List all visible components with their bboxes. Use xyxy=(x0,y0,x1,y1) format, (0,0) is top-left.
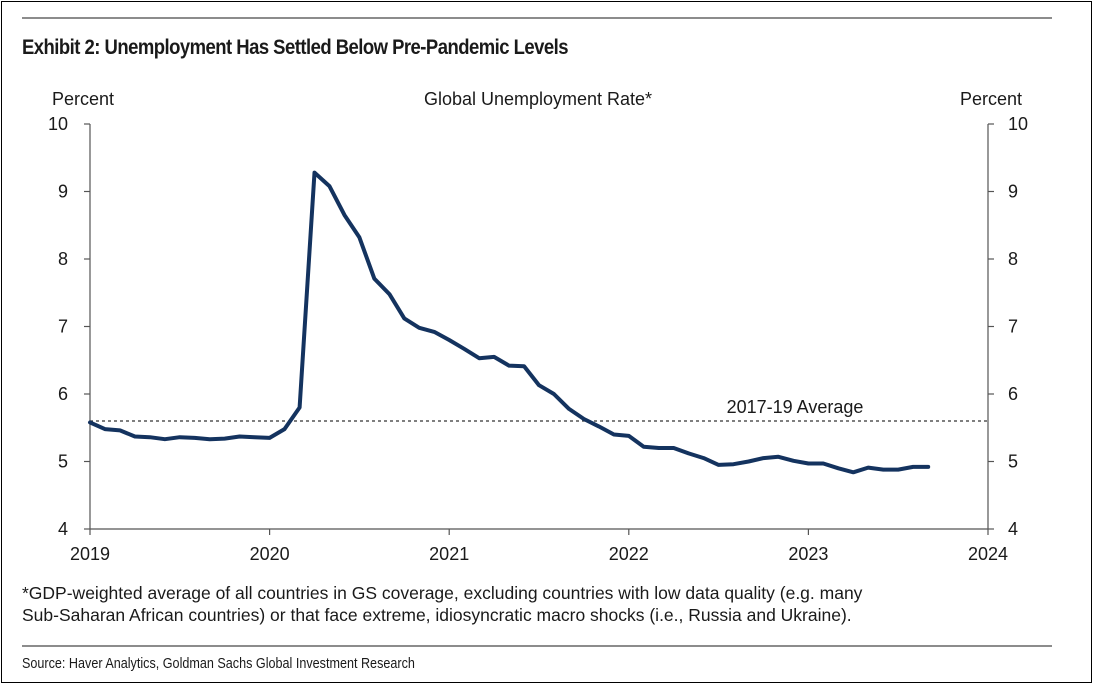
y-axis-label-right: Percent xyxy=(960,89,1022,109)
data-point-20 xyxy=(387,292,391,296)
data-point-13 xyxy=(282,427,287,431)
data-point-12 xyxy=(268,436,272,440)
data-point-11 xyxy=(253,435,257,439)
y-tick-label-left-6: 6 xyxy=(58,384,68,404)
data-point-28 xyxy=(507,364,511,368)
y-tick-label-right-4: 4 xyxy=(1008,519,1018,539)
data-point-50 xyxy=(836,466,841,470)
data-point-25 xyxy=(462,347,466,351)
data-point-19 xyxy=(372,277,376,281)
y-tick-label-left-9: 9 xyxy=(58,182,68,202)
bottom-rule xyxy=(22,645,1052,647)
reference-line-group: 2017-19 Average xyxy=(90,397,988,422)
data-point-54 xyxy=(896,468,900,472)
data-point-40 xyxy=(687,451,691,455)
data-point-17 xyxy=(342,213,347,217)
y-tick-label-right-9: 9 xyxy=(1008,182,1018,202)
y-tick-label-right-6: 6 xyxy=(1008,384,1018,404)
data-point-6 xyxy=(178,435,182,439)
y-tick-label-left-10: 10 xyxy=(48,114,68,134)
x-tick-label-2022: 2022 xyxy=(609,544,649,564)
data-point-24 xyxy=(447,338,451,342)
y-tick-label-left-8: 8 xyxy=(58,249,68,269)
data-point-33 xyxy=(582,417,586,421)
footnote-line-1: *GDP-weighted average of all countries i… xyxy=(22,583,863,603)
data-point-1 xyxy=(103,427,107,431)
x-tick-label-2019: 2019 xyxy=(70,544,110,564)
data-point-32 xyxy=(567,407,571,411)
data-point-38 xyxy=(657,446,661,450)
data-point-48 xyxy=(806,461,811,466)
data-point-23 xyxy=(432,330,436,334)
data-point-39 xyxy=(672,446,676,450)
y-tick-label-left-4: 4 xyxy=(58,519,68,539)
series-points xyxy=(88,171,930,474)
data-point-16 xyxy=(327,184,331,188)
data-point-0 xyxy=(88,420,92,424)
x-tick-label-2021: 2021 xyxy=(429,544,469,564)
line-chart: Percent Global Unemployment Rate* Percen… xyxy=(48,89,1028,564)
y-tick-label-right-10: 10 xyxy=(1008,114,1028,134)
y-tick-label-right-8: 8 xyxy=(1008,249,1018,269)
x-tick-label-2020: 2020 xyxy=(250,544,290,564)
x-tick-label-2023: 2023 xyxy=(788,544,828,564)
data-point-34 xyxy=(597,424,601,428)
y-tick-label-right-7: 7 xyxy=(1008,317,1018,337)
x-tick-label-2024: 2024 xyxy=(968,544,1008,564)
data-point-37 xyxy=(642,445,646,449)
data-point-47 xyxy=(791,459,796,463)
data-point-55 xyxy=(911,465,915,469)
data-point-3 xyxy=(133,434,137,439)
y-axis-label-left: Percent xyxy=(52,89,114,109)
axis-ticks: 4 4 5 5 6 6 7 7 8 8 9 9 10 10 2019 2020 2021 2022 2023 2024 xyxy=(48,114,1028,564)
data-point-31 xyxy=(552,392,556,396)
exhibit-title: Exhibit 2: Unemployment Has Settled Belo… xyxy=(22,36,568,59)
data-point-10 xyxy=(238,434,242,439)
data-point-46 xyxy=(776,455,781,459)
y-tick-label-right-5: 5 xyxy=(1008,452,1018,472)
reference-line-label: 2017-19 Average xyxy=(727,397,864,417)
data-point-26 xyxy=(477,356,481,360)
y-tick-label-left-7: 7 xyxy=(58,317,68,337)
data-point-30 xyxy=(537,383,541,387)
data-point-42 xyxy=(717,463,721,467)
data-point-7 xyxy=(193,436,197,440)
data-point-29 xyxy=(522,364,526,368)
data-point-8 xyxy=(208,437,212,441)
y-tick-label-left-5: 5 xyxy=(58,452,68,472)
top-rule xyxy=(22,17,1052,19)
data-point-15 xyxy=(312,171,317,175)
data-point-14 xyxy=(298,405,302,410)
data-point-22 xyxy=(417,326,421,330)
data-point-53 xyxy=(881,468,885,472)
data-point-56 xyxy=(926,465,930,469)
footnote: *GDP-weighted average of all countries i… xyxy=(22,582,1032,626)
data-point-45 xyxy=(761,456,766,460)
data-point-41 xyxy=(702,456,706,460)
data-point-4 xyxy=(148,435,152,439)
data-point-18 xyxy=(357,235,361,239)
series-line-global-unemployment xyxy=(88,170,931,475)
data-point-35 xyxy=(612,432,616,437)
data-point-2 xyxy=(118,428,122,432)
data-point-36 xyxy=(627,434,631,438)
data-point-27 xyxy=(492,355,496,359)
data-point-52 xyxy=(866,466,870,470)
data-point-44 xyxy=(747,459,751,464)
source-note: Source: Haver Analytics, Goldman Sachs G… xyxy=(22,655,415,672)
data-point-9 xyxy=(223,437,227,441)
data-point-51 xyxy=(851,470,855,474)
data-point-49 xyxy=(821,461,825,466)
data-point-21 xyxy=(402,316,406,320)
data-point-43 xyxy=(731,462,736,466)
data-point-5 xyxy=(163,437,167,441)
chart-title: Global Unemployment Rate* xyxy=(424,89,652,109)
footnote-line-2: Sub-Saharan African countries) or that f… xyxy=(22,605,852,625)
